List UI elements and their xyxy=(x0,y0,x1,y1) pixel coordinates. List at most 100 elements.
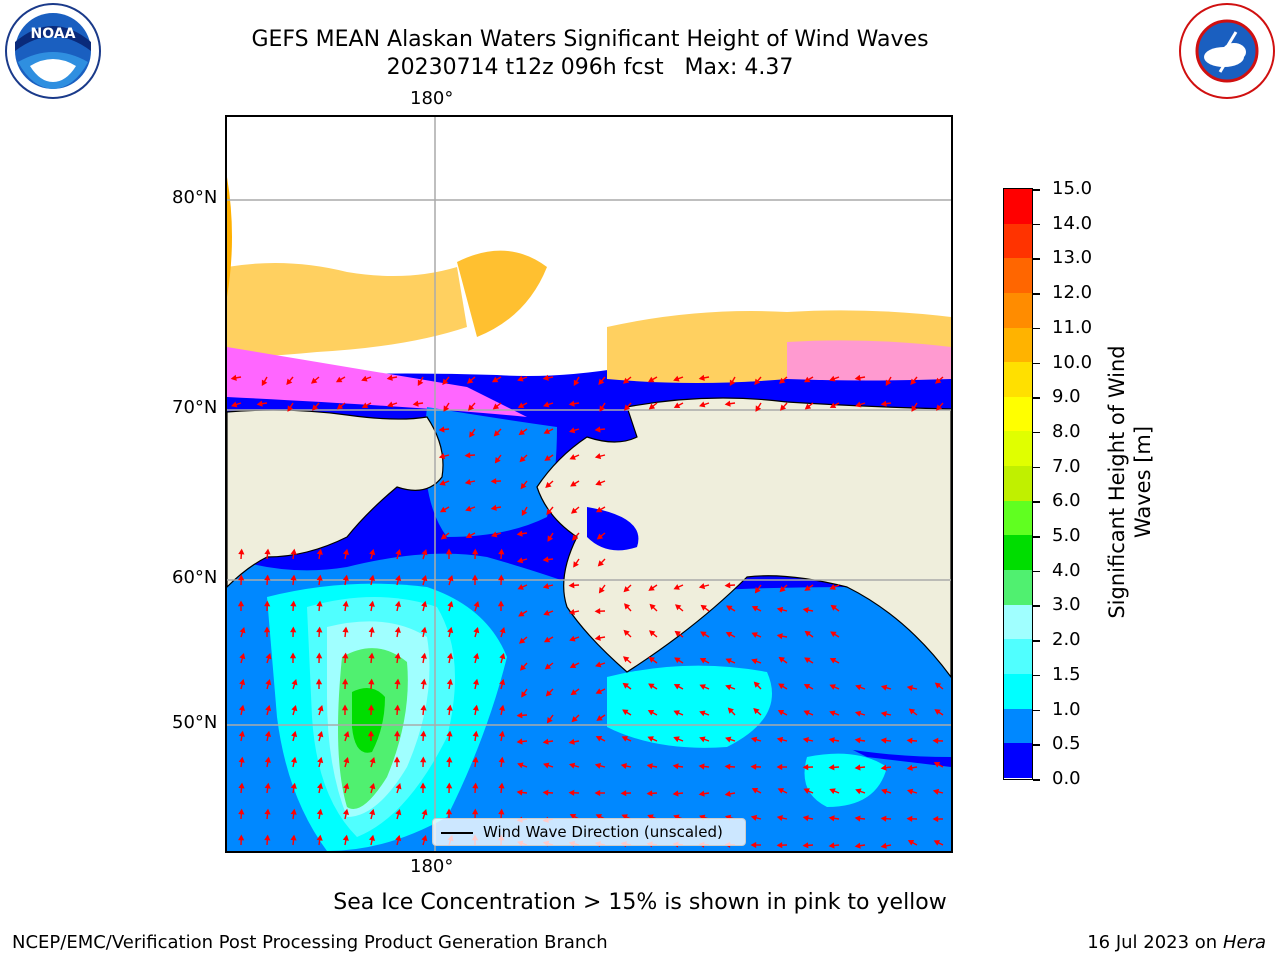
wave-direction-arrowhead xyxy=(468,404,475,411)
wave-direction-arrowhead xyxy=(546,717,553,724)
colorbar-tick xyxy=(1033,640,1040,642)
footer-left: NCEP/EMC/Verification Post Processing Pr… xyxy=(12,932,608,953)
wave-direction-arrowhead xyxy=(776,633,783,640)
chart-title: GEFS MEAN Alaskan Waters Significant Hei… xyxy=(251,27,929,52)
wave-direction-arrowhead xyxy=(544,663,552,670)
colorbar-tick-label: 15.0 xyxy=(1052,178,1093,199)
colorbar-tick-label: 1.0 xyxy=(1052,698,1081,720)
wave-direction-arrowhead xyxy=(369,782,376,790)
wave-direction-arrowhead xyxy=(498,730,505,737)
wave-direction-arrowhead xyxy=(569,814,577,820)
wave-direction-arrowhead xyxy=(547,535,554,542)
wave-direction-arrowhead xyxy=(368,600,375,607)
wave-direction-arrowhead xyxy=(420,626,428,633)
colorbar-segment xyxy=(1004,258,1032,293)
wave-direction-arrowhead xyxy=(545,690,552,697)
wave-direction-arrowhead xyxy=(673,375,680,382)
wave-direction-arrowhead xyxy=(729,379,736,387)
wave-direction-arrowhead xyxy=(291,679,298,686)
wave-direction-arrowhead xyxy=(473,652,480,660)
wave-direction-arrowhead xyxy=(725,684,732,691)
lat-label-50: 50°N xyxy=(172,712,218,733)
wave-direction-arrowhead xyxy=(342,574,349,581)
wave-direction-arrowhead xyxy=(263,626,271,633)
wave-direction-arrowhead xyxy=(386,374,393,381)
wave-direction-arrowhead xyxy=(472,756,479,763)
colorbar-tick xyxy=(1033,536,1040,538)
wave-direction-arrowhead xyxy=(648,585,655,591)
wave-direction-arrowhead xyxy=(880,737,887,744)
wave-direction-arrowhead xyxy=(395,783,402,790)
wave-direction-arrowhead xyxy=(880,815,887,822)
wave-direction-arrowhead xyxy=(622,656,630,663)
wave-direction-arrowhead xyxy=(494,457,501,464)
wave-direction-arrowhead xyxy=(493,430,500,437)
wave-direction-arrowhead xyxy=(315,678,323,685)
wave-direction-arrowhead xyxy=(238,730,245,737)
wave-direction-arrowhead xyxy=(724,400,731,407)
map-legend: Wind Wave Direction (unscaled) xyxy=(432,818,746,846)
wave-direction-arrowhead xyxy=(599,405,606,412)
wave-direction-arrowhead xyxy=(395,808,402,816)
wave-direction-arrowhead xyxy=(932,788,940,795)
colorbar-segment xyxy=(1004,570,1032,605)
wave-direction-arrowhead xyxy=(647,736,654,742)
wave-direction-arrowhead xyxy=(421,549,428,556)
colorbar-tick xyxy=(1033,397,1040,399)
wave-direction-arrowhead xyxy=(290,756,298,763)
wave-direction-arrowhead xyxy=(446,782,453,789)
wave-direction-arrowhead xyxy=(880,842,887,849)
wave-direction-arrowhead xyxy=(438,426,445,433)
wave-direction-arrowhead xyxy=(776,814,783,822)
wave-direction-arrowhead xyxy=(778,377,786,384)
colorbar-tick-label: 10.0 xyxy=(1052,351,1093,373)
wave-direction-arrowhead xyxy=(516,557,524,564)
footer-machine: Hera xyxy=(1222,932,1266,953)
wave-direction-arrowhead xyxy=(672,763,679,770)
wave-direction-arrowhead xyxy=(369,757,376,764)
wave-direction-arrowhead xyxy=(421,600,428,608)
wave-direction-arrowhead xyxy=(885,379,892,387)
wave-direction-arrowhead xyxy=(572,534,579,541)
lon-label-bottom: 180° xyxy=(410,856,454,877)
wave-direction-arrowhead xyxy=(724,790,731,797)
colorbar-tick xyxy=(1033,744,1040,746)
nws-logo xyxy=(1178,2,1276,100)
wave-direction-arrowhead xyxy=(521,509,528,517)
wave-direction-arrowhead xyxy=(698,583,706,590)
wave-direction-arrowhead xyxy=(698,790,705,797)
wave-direction-arrowhead xyxy=(290,574,297,581)
wave-direction-arrowhead xyxy=(725,658,732,664)
wave-direction-arrowhead xyxy=(517,375,524,382)
colorbar-tick xyxy=(1033,466,1040,469)
wave-direction-arrowhead xyxy=(568,608,575,616)
wave-direction-arrowhead xyxy=(497,600,505,607)
wave-direction-arrowhead xyxy=(828,764,835,771)
wave-direction-arrowhead xyxy=(906,737,913,744)
wave-direction-arrowhead xyxy=(239,678,246,686)
wave-direction-arrowhead xyxy=(290,782,297,789)
colorbar-segment xyxy=(1004,466,1032,501)
wave-direction-arrowhead xyxy=(465,532,473,538)
wave-direction-arrowhead xyxy=(343,782,350,790)
wave-direction-arrowhead xyxy=(623,586,630,593)
wave-direction-arrowhead xyxy=(698,763,705,770)
wave-direction-arrowhead xyxy=(936,404,943,411)
wave-direction-arrowhead xyxy=(498,808,505,815)
wave-direction-arrowhead xyxy=(395,548,402,556)
wave-direction-arrowhead xyxy=(698,374,705,381)
wave-direction-arrowhead xyxy=(445,808,453,815)
wave-direction-arrowhead xyxy=(238,782,245,789)
colorbar-segment xyxy=(1004,292,1032,328)
chart-subtitle: 20230714 t12z 096h fcst Max: 4.37 xyxy=(386,55,794,80)
wave-direction-arrowhead xyxy=(620,790,627,797)
wave-direction-arrowhead xyxy=(519,456,526,463)
wave-direction-arrowhead xyxy=(829,375,836,382)
wave-direction-arrowhead xyxy=(342,678,349,685)
colorbar-segment xyxy=(1004,223,1032,259)
wave-direction-arrowhead xyxy=(420,652,427,659)
map-canvas xyxy=(227,117,951,851)
wave-direction-arrowhead xyxy=(594,453,602,460)
wave-direction-arrowhead xyxy=(498,704,506,711)
colorbar-tick xyxy=(1033,327,1040,330)
